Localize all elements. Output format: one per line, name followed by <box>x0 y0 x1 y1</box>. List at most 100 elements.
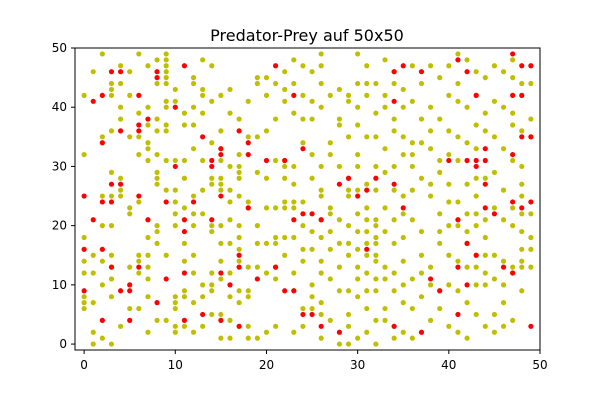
scatter-point-series-0 <box>108 252 115 258</box>
scatter-point-series-0 <box>418 294 425 300</box>
scatter-point-series-0 <box>500 258 507 264</box>
scatter-point-series-0 <box>345 240 352 247</box>
scatter-point-series-0 <box>382 228 388 235</box>
scatter-point-series-0 <box>90 252 96 258</box>
scatter-point-series-0 <box>418 80 425 87</box>
scatter-point-series-0 <box>364 252 370 258</box>
scatter-point-series-0 <box>300 305 306 312</box>
scatter-point-series-0 <box>272 157 279 164</box>
scatter-point-series-1 <box>127 288 133 294</box>
scatter-point-series-0 <box>81 258 87 264</box>
scatter-point-series-0 <box>373 317 379 323</box>
scatter-point-series-0 <box>172 305 178 312</box>
scatter-point-series-0 <box>154 80 160 87</box>
scatter-point-series-1 <box>391 323 397 329</box>
scatter-point-series-0 <box>200 86 206 93</box>
scatter-point-series-0 <box>455 288 461 294</box>
scatter-point-series-1 <box>181 317 188 323</box>
scatter-point-series-0 <box>236 223 242 229</box>
scatter-point-series-0 <box>309 69 315 75</box>
scatter-point-series-1 <box>528 199 534 205</box>
scatter-point-series-0 <box>300 246 306 252</box>
scatter-point-series-0 <box>181 122 188 128</box>
y-tick-label: 10 <box>52 278 67 292</box>
scatter-point-series-0 <box>373 288 379 294</box>
scatter-point-series-0 <box>218 157 224 164</box>
scatter-point-series-0 <box>117 175 124 181</box>
scatter-point-series-0 <box>345 193 352 199</box>
scatter-point-series-0 <box>218 92 224 98</box>
scatter-point-series-0 <box>345 288 352 294</box>
scatter-point-series-0 <box>154 228 160 235</box>
scatter-point-series-0 <box>291 163 297 170</box>
scatter-point-series-1 <box>272 63 279 69</box>
scatter-point-series-0 <box>272 234 279 241</box>
scatter-point-series-1 <box>218 146 224 152</box>
scatter-point-series-0 <box>382 146 388 152</box>
scatter-point-series-0 <box>327 92 333 98</box>
scatter-point-series-0 <box>437 305 443 312</box>
scatter-point-series-0 <box>427 104 434 110</box>
scatter-point-series-0 <box>528 211 534 217</box>
scatter-point-series-0 <box>254 223 260 229</box>
scatter-point-series-0 <box>427 193 434 199</box>
scatter-point-series-1 <box>245 151 251 158</box>
scatter-point-series-0 <box>145 294 151 300</box>
scatter-point-series-0 <box>482 234 488 241</box>
scatter-point-series-0 <box>355 104 361 110</box>
scatter-point-series-0 <box>400 329 406 335</box>
scatter-point-series-0 <box>373 276 379 282</box>
scatter-point-series-1 <box>455 217 461 223</box>
scatter-point-series-0 <box>309 294 315 300</box>
scatter-point-series-0 <box>163 98 169 104</box>
scatter-point-series-1 <box>154 69 160 75</box>
scatter-point-series-1 <box>263 157 270 164</box>
scatter-point-series-1 <box>236 128 242 134</box>
scatter-point-series-0 <box>519 80 525 87</box>
scatter-point-series-0 <box>127 134 133 140</box>
scatter-point-series-0 <box>355 294 361 300</box>
scatter-point-series-0 <box>200 323 206 329</box>
scatter-point-series-0 <box>473 69 479 75</box>
scatter-point-series-0 <box>391 288 397 294</box>
scatter-point-series-0 <box>218 276 224 282</box>
scatter-point-series-0 <box>446 181 452 187</box>
scatter-point-series-0 <box>409 217 415 223</box>
scatter-point-series-0 <box>145 252 151 258</box>
scatter-point-series-1 <box>309 311 315 318</box>
scatter-point-series-0 <box>117 187 124 193</box>
scatter-point-series-0 <box>227 294 233 300</box>
scatter-point-series-0 <box>345 98 352 104</box>
scatter-point-series-0 <box>282 252 288 258</box>
scatter-point-series-0 <box>500 146 507 152</box>
scatter-point-series-0 <box>500 104 507 110</box>
scatter-point-series-0 <box>519 246 525 252</box>
scatter-point-series-0 <box>391 128 397 134</box>
scatter-point-series-0 <box>190 223 197 229</box>
scatter-point-series-0 <box>236 288 242 294</box>
scatter-point-series-0 <box>108 128 115 134</box>
scatter-point-series-1 <box>482 146 488 152</box>
scatter-point-series-0 <box>355 335 361 341</box>
scatter-point-series-0 <box>282 205 288 211</box>
scatter-point-series-0 <box>510 57 516 63</box>
scatter-point-series-0 <box>391 217 397 223</box>
scatter-point-series-0 <box>127 92 133 98</box>
scatter-point-series-1 <box>81 246 87 252</box>
scatter-point-series-0 <box>427 264 434 270</box>
scatter-point-series-1 <box>108 69 115 75</box>
scatter-point-series-0 <box>464 181 470 187</box>
scatter-point-series-1 <box>510 151 516 158</box>
scatter-point-series-0 <box>190 270 197 276</box>
scatter-point-series-0 <box>99 258 105 264</box>
scatter-point-series-0 <box>355 122 361 128</box>
scatter-point-series-0 <box>355 187 361 193</box>
scatter-point-series-0 <box>318 311 324 318</box>
scatter-point-series-0 <box>409 276 415 282</box>
scatter-point-series-0 <box>500 69 507 75</box>
scatter-point-series-1 <box>418 69 425 75</box>
scatter-point-series-0 <box>263 92 270 98</box>
scatter-point-series-0 <box>336 122 343 128</box>
scatter-point-series-0 <box>373 80 379 87</box>
scatter-point-series-0 <box>336 341 343 347</box>
